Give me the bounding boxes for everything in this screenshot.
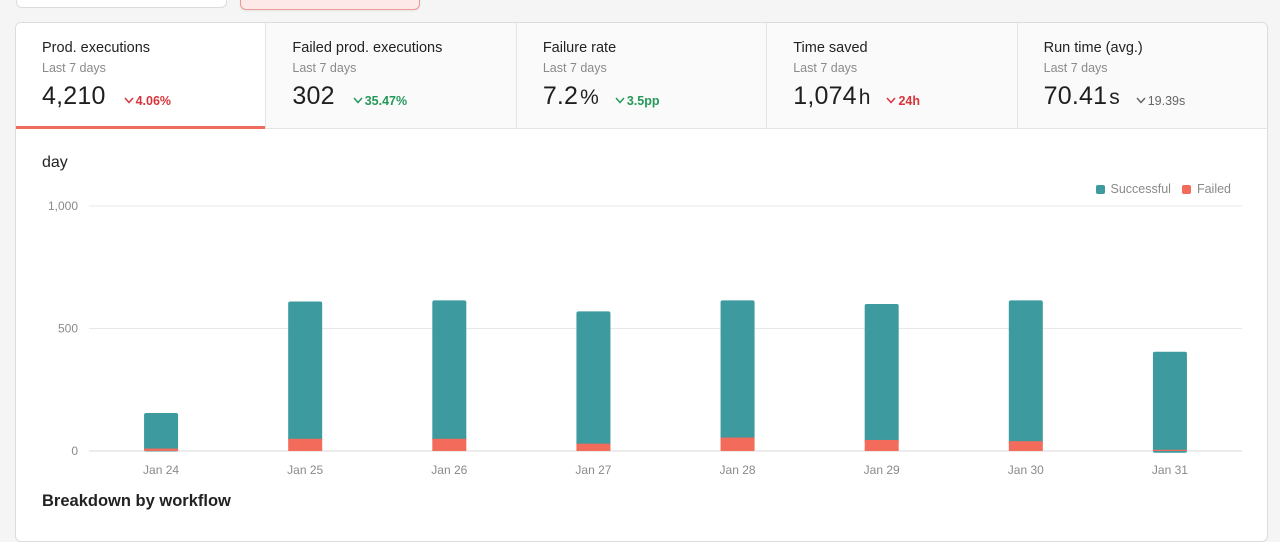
- bar-chart: 0 500 1,000 Jan 24 Jan 25 Jan 26 Jan 27 Jan 28 J…: [48, 199, 1242, 477]
- kpi-delta: 3.5pp: [615, 94, 660, 108]
- bar-successful: [1008, 300, 1043, 445]
- bar-successful: [432, 300, 467, 442]
- bar-successful: [288, 301, 323, 442]
- kpi-value: 4,210: [42, 82, 106, 110]
- legend-label-failed: Failed: [1196, 182, 1231, 196]
- kpi-value: 302: [292, 82, 335, 110]
- y-tick-label: 1,000: [48, 199, 78, 213]
- kpi-title: Run time (avg.): [1043, 40, 1143, 56]
- x-tick-label: Jan 24: [143, 463, 179, 477]
- x-tick-label: Jan 29: [864, 463, 900, 477]
- chevron-down-icon: [886, 97, 897, 104]
- kpi-subtitle: Last 7 days: [793, 61, 858, 75]
- kpi-delta-value: 19.39s: [1147, 93, 1186, 108]
- bar-failed: [864, 439, 899, 451]
- chevron-down-icon: [1136, 97, 1146, 104]
- bar-failed: [144, 448, 179, 451]
- kpi-subtitle: Last 7 days: [42, 61, 106, 75]
- x-tick-label: Jan 28: [720, 463, 756, 477]
- top-control-left[interactable]: [16, 0, 227, 8]
- kpi-delta-value: 3.5pp: [626, 93, 660, 108]
- kpi-value: 7.2: [542, 82, 579, 110]
- legend-swatch-successful: [1095, 184, 1105, 194]
- bar-successful: [1152, 351, 1187, 453]
- y-tick-label: 500: [58, 322, 78, 336]
- kpi-delta-value: 4.06%: [135, 93, 172, 108]
- kpi-row: Prod. executions Last 7 days 4,210 4.06% Fai…: [16, 23, 1267, 129]
- bar-successful: [576, 311, 611, 447]
- kpi-subtitle: Last 7 days: [292, 61, 357, 75]
- kpi-title: Prod. executions: [42, 40, 151, 56]
- legend-item-failed[interactable]: Failed: [1181, 182, 1231, 196]
- kpi-delta: 19.39s: [1136, 93, 1186, 108]
- chevron-down-icon: [124, 97, 134, 104]
- bar-failed: [288, 438, 323, 451]
- insights-panel: Prod. executions Last 7 days 4,210 4.06% Fai…: [15, 22, 1268, 542]
- y-tick-label: 0: [71, 444, 78, 458]
- bar-successful: [144, 413, 179, 452]
- kpi-subtitle: Last 7 days: [1043, 61, 1108, 75]
- x-tick-label: Jan 26: [431, 463, 467, 477]
- bar-failed: [576, 443, 611, 451]
- chart-legend: Successful Failed: [1085, 182, 1231, 196]
- legend-item-successful[interactable]: Successful: [1095, 182, 1171, 196]
- kpi-delta: 4.06%: [124, 94, 171, 108]
- kpi-card[interactable]: Time saved Last 7 days 1,074 h 24h: [767, 23, 1018, 128]
- kpi-title: Time saved: [793, 40, 868, 56]
- kpi-unit: h: [858, 86, 871, 109]
- kpi-card[interactable]: Prod. executions Last 7 days 4,210 4.06%: [16, 23, 267, 129]
- bar-failed: [1008, 441, 1043, 451]
- kpi-value: 70.41: [1043, 82, 1108, 110]
- kpi-subtitle: Last 7 days: [542, 61, 607, 75]
- kpi-delta: 24h: [886, 94, 920, 108]
- top-control-right[interactable]: [240, 0, 420, 10]
- chart-title: day: [42, 154, 68, 171]
- chevron-down-icon: [353, 97, 363, 104]
- kpi-card[interactable]: Failed prod. executions Last 7 days 302 35.…: [266, 23, 517, 128]
- kpi-card[interactable]: Run time (avg.) Last 7 days 70.41 s 19.39s: [1017, 23, 1267, 128]
- x-tick-label: Jan 30: [1008, 463, 1044, 477]
- legend-swatch-failed: [1181, 184, 1191, 194]
- bar-successful: [720, 300, 755, 441]
- x-tick-label: Jan 25: [287, 463, 323, 477]
- bar-failed: [432, 438, 467, 451]
- x-tick-label: Jan 27: [575, 463, 611, 477]
- kpi-delta: 35.47%: [353, 94, 407, 108]
- breakdown-title: Breakdown by workflow: [42, 492, 231, 510]
- legend-label-successful: Successful: [1110, 182, 1171, 196]
- kpi-delta-value: 24h: [898, 93, 921, 108]
- kpi-title: Failure rate: [542, 40, 617, 56]
- bar-failed: [1152, 449, 1187, 451]
- kpi-delta-value: 35.47%: [364, 93, 408, 108]
- kpi-value: 1,074: [793, 82, 857, 110]
- bar-failed: [720, 437, 755, 451]
- kpi-unit: s: [1109, 86, 1120, 109]
- bar-successful: [864, 304, 899, 443]
- kpi-unit: %: [580, 86, 599, 109]
- kpi-card[interactable]: Failure rate Last 7 days 7.2% 3.5pp: [516, 23, 768, 128]
- kpi-title: Failed prod. executions: [292, 40, 443, 56]
- x-tick-label: Jan 31: [1152, 463, 1188, 477]
- chevron-down-icon: [615, 97, 625, 104]
